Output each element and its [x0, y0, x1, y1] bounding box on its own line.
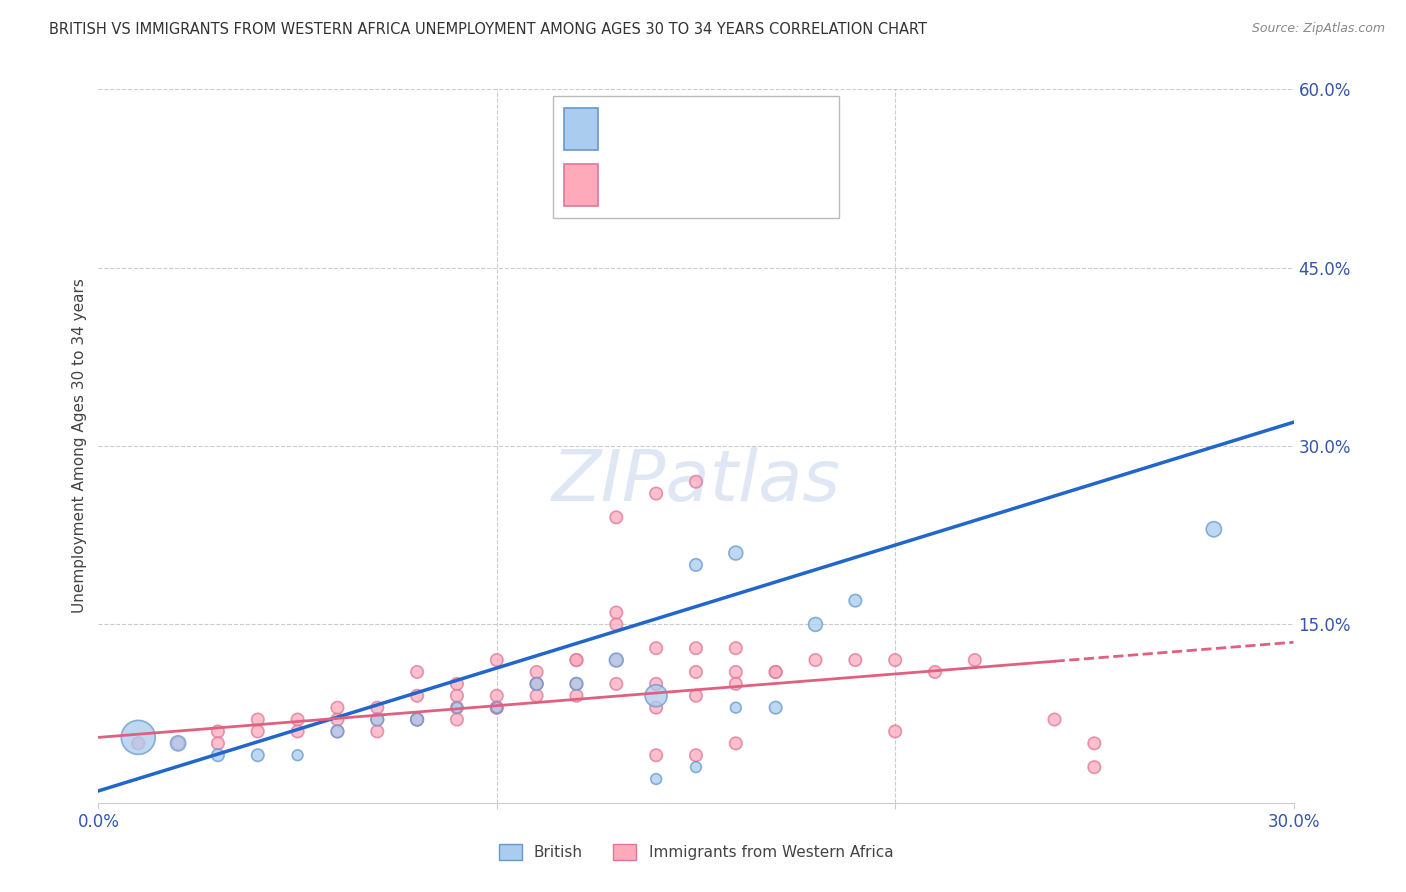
Point: [446, 700, 468, 714]
Point: [406, 689, 429, 703]
Point: [685, 748, 707, 763]
Point: [406, 665, 429, 679]
Point: [605, 617, 627, 632]
Point: [287, 713, 309, 727]
Point: [565, 653, 588, 667]
Point: [565, 677, 588, 691]
Point: [1083, 736, 1105, 750]
Point: [605, 653, 627, 667]
Point: [645, 677, 668, 691]
Point: [724, 546, 747, 560]
Point: [685, 665, 707, 679]
Text: Source: ZipAtlas.com: Source: ZipAtlas.com: [1251, 22, 1385, 36]
Point: [526, 677, 548, 691]
Point: [167, 736, 190, 750]
Point: [645, 772, 668, 786]
Point: [685, 760, 707, 774]
Point: [724, 736, 747, 750]
Point: [645, 641, 668, 656]
Point: [724, 665, 747, 679]
Point: [326, 700, 349, 714]
Point: [605, 606, 627, 620]
Point: [526, 689, 548, 703]
Point: [605, 510, 627, 524]
Point: [485, 700, 508, 714]
Legend: British, Immigrants from Western Africa: British, Immigrants from Western Africa: [492, 838, 900, 866]
Point: [565, 689, 588, 703]
Point: [924, 665, 946, 679]
Point: [167, 736, 190, 750]
Point: [326, 724, 349, 739]
Point: [287, 724, 309, 739]
Point: [1083, 760, 1105, 774]
Point: [326, 724, 349, 739]
Point: [605, 118, 627, 132]
Point: [605, 677, 627, 691]
Point: [685, 475, 707, 489]
Point: [287, 748, 309, 763]
Point: [485, 689, 508, 703]
Point: [485, 700, 508, 714]
Point: [446, 713, 468, 727]
Point: [406, 713, 429, 727]
Point: [804, 617, 827, 632]
Point: [884, 653, 907, 667]
Point: [685, 558, 707, 572]
Point: [326, 713, 349, 727]
Point: [127, 736, 149, 750]
Y-axis label: Unemployment Among Ages 30 to 34 years: Unemployment Among Ages 30 to 34 years: [72, 278, 87, 614]
Point: [526, 677, 548, 691]
Point: [446, 677, 468, 691]
Point: [406, 713, 429, 727]
Point: [446, 689, 468, 703]
Point: [406, 713, 429, 727]
Point: [207, 748, 229, 763]
Point: [366, 713, 388, 727]
Point: [127, 731, 149, 745]
Point: [366, 713, 388, 727]
Point: [605, 653, 627, 667]
Point: [884, 724, 907, 739]
Point: [645, 700, 668, 714]
Point: [565, 677, 588, 691]
Point: [246, 748, 269, 763]
Point: [207, 724, 229, 739]
Point: [765, 700, 787, 714]
Point: [645, 748, 668, 763]
Point: [485, 700, 508, 714]
Point: [685, 641, 707, 656]
Point: [804, 653, 827, 667]
Point: [645, 486, 668, 500]
Point: [366, 700, 388, 714]
Point: [446, 700, 468, 714]
Point: [765, 665, 787, 679]
Text: BRITISH VS IMMIGRANTS FROM WESTERN AFRICA UNEMPLOYMENT AMONG AGES 30 TO 34 YEARS: BRITISH VS IMMIGRANTS FROM WESTERN AFRIC…: [49, 22, 927, 37]
Point: [366, 724, 388, 739]
Point: [724, 641, 747, 656]
Point: [526, 665, 548, 679]
Point: [765, 665, 787, 679]
Point: [565, 653, 588, 667]
Point: [724, 700, 747, 714]
Point: [963, 653, 986, 667]
Point: [685, 689, 707, 703]
Point: [645, 689, 668, 703]
Point: [844, 593, 866, 607]
Point: [1043, 713, 1066, 727]
Point: [485, 653, 508, 667]
Text: ZIPatlas: ZIPatlas: [551, 447, 841, 516]
Point: [246, 724, 269, 739]
Point: [724, 677, 747, 691]
Point: [207, 736, 229, 750]
Point: [1202, 522, 1225, 536]
Point: [844, 653, 866, 667]
Point: [246, 713, 269, 727]
Point: [526, 677, 548, 691]
